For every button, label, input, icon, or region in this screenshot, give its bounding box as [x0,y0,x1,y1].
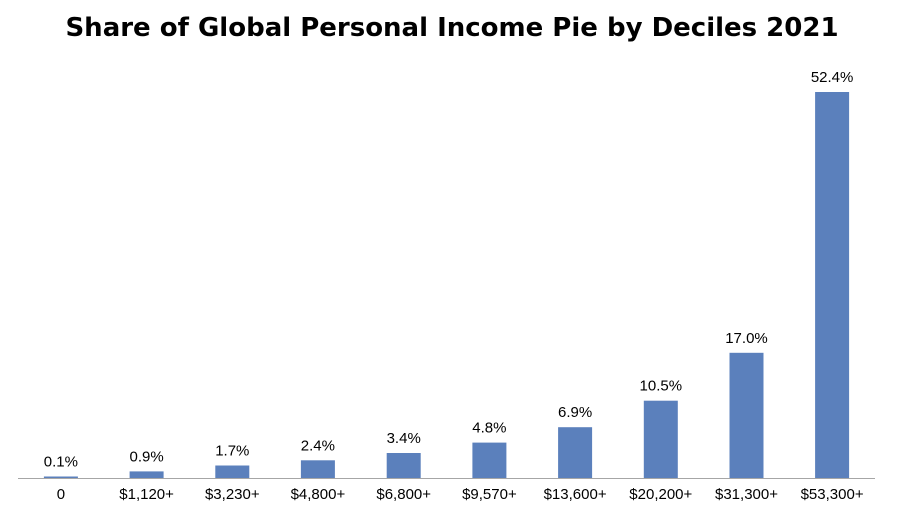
bar [643,400,678,478]
x-tick-label: $53,300+ [801,486,864,503]
data-label: 6.9% [558,404,592,421]
bar [472,442,507,478]
chart-title: Share of Global Personal Income Pie by D… [65,13,838,43]
x-tick-label: $3,230+ [205,486,260,503]
x-tick-label: $20,200+ [629,486,692,503]
data-label: 17.0% [725,330,768,347]
data-label: 10.5% [640,378,683,395]
data-label: 0.9% [129,448,163,465]
bar [129,471,164,478]
x-tick-label: $6,800+ [376,486,431,503]
data-label: 3.4% [387,430,421,447]
x-tick-label: $31,300+ [715,486,778,503]
bars-layer [43,92,850,478]
data-label: 2.4% [301,437,335,454]
x-tick-label: $13,600+ [544,486,607,503]
bar [43,476,78,478]
data-label: 0.1% [44,454,78,471]
data-label: 52.4% [811,69,854,86]
x-tick-label: 0 [57,486,65,503]
x-tick-label: $1,120+ [119,486,174,503]
bar [729,352,764,478]
bar [558,427,593,478]
bar [815,92,850,478]
bar [215,465,250,478]
data-label: 1.7% [215,443,249,460]
data-labels-layer: 0.1% 0.9% 1.7% 2.4% 3.4% 4.8% 6.9% 10.5% 17.0% 52… [44,69,854,471]
bar [300,460,335,478]
x-tick-label: $4,800+ [291,486,346,503]
bar [386,453,421,478]
data-label: 4.8% [472,420,506,437]
tick-labels-layer: 0 $1,120+ $3,230+ $4,800+ $6,800+ $9,570+ $13,… [57,486,864,503]
x-tick-label: $9,570+ [462,486,517,503]
